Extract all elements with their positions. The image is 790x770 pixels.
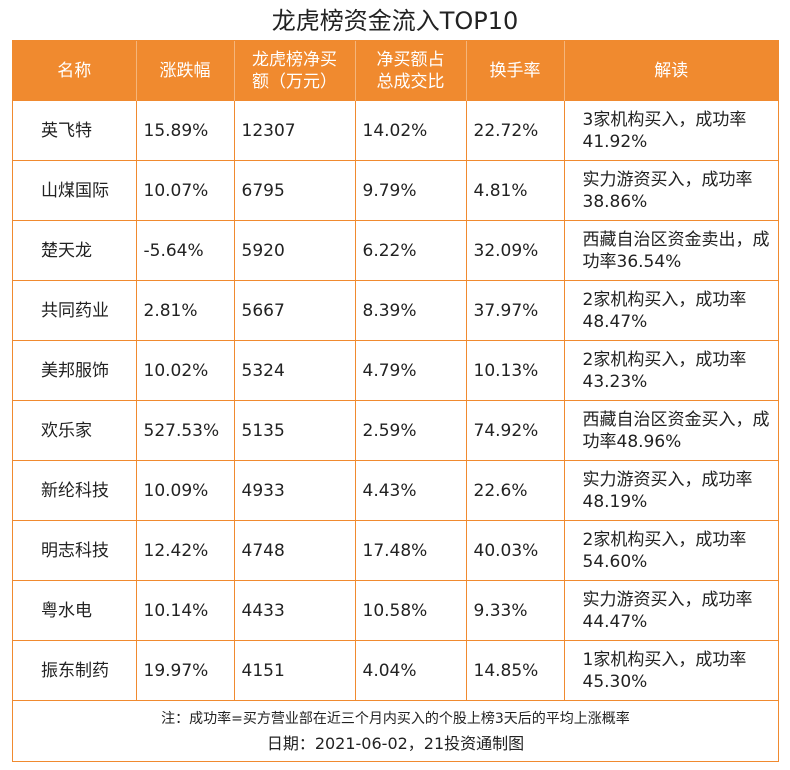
cell-net-ratio: 4.79% [355, 340, 467, 401]
cell-turnover: 4.81% [466, 160, 565, 221]
cell-name: 粤水电 [13, 580, 137, 641]
cell-net-buy: 4151 [234, 640, 356, 701]
table-row: 楚天龙 -5.64% 5920 6.22% 32.09% 西藏自治区资金卖出，成功率36.… [13, 220, 778, 281]
cell-analysis: 1家机构买入，成功率45.30% [564, 640, 778, 701]
cell-net-buy: 5135 [234, 400, 356, 461]
cell-analysis: 3家机构买入，成功率41.92% [564, 101, 778, 161]
table-row: 山煤国际 10.07% 6795 9.79% 4.81% 实力游资买入，成功率38.86% [13, 160, 778, 221]
cell-name: 楚天龙 [13, 220, 137, 281]
cell-name: 欢乐家 [13, 400, 137, 461]
cell-turnover: 37.97% [466, 280, 565, 341]
header-change: 涨跌幅 [136, 41, 235, 101]
cell-analysis: 实力游资买入，成功率38.86% [564, 160, 778, 221]
header-name: 名称 [13, 41, 137, 101]
table-row: 美邦服饰 10.02% 5324 4.79% 10.13% 2家机构买入，成功率43.23… [13, 340, 778, 401]
table-container: 名称 涨跌幅 龙虎榜净买额（万元） 净买额占总成交比 换手率 解读 英飞特 15.… [12, 40, 779, 762]
cell-change: 19.97% [136, 640, 235, 701]
page-title: 龙虎榜资金流入TOP10 [271, 7, 519, 35]
cell-change: 527.53% [136, 400, 235, 461]
cell-net-ratio: 14.02% [355, 101, 467, 161]
header-net-ratio: 净买额占总成交比 [355, 41, 467, 101]
footnote: 注：成功率=买方营业部在近三个月内买入的个股上榜3天后的平均上涨概率 [161, 711, 630, 727]
cell-net-ratio: 4.04% [355, 640, 467, 701]
cell-name: 振东制药 [13, 640, 137, 701]
cell-turnover: 22.72% [466, 101, 565, 161]
header-analysis: 解读 [564, 41, 778, 101]
cell-change: 2.81% [136, 280, 235, 341]
cell-analysis: 西藏自治区资金卖出，成功率36.54% [564, 220, 778, 281]
cell-net-buy: 5667 [234, 280, 356, 341]
cell-net-buy: 6795 [234, 160, 356, 221]
cell-turnover: 22.6% [466, 460, 565, 521]
cell-turnover: 9.33% [466, 580, 565, 641]
cell-net-ratio: 17.48% [355, 520, 467, 581]
date-source: 日期：2021-06-02，21投资通制图 [266, 734, 525, 753]
cell-name: 美邦服饰 [13, 340, 137, 401]
table-row: 振东制药 19.97% 4151 4.04% 14.85% 1家机构买入，成功率45.30… [13, 640, 778, 701]
cell-change: 10.09% [136, 460, 235, 521]
cell-net-ratio: 4.43% [355, 460, 467, 521]
cell-turnover: 10.13% [466, 340, 565, 401]
cell-net-ratio: 9.79% [355, 160, 467, 221]
cell-change: 12.42% [136, 520, 235, 581]
cell-change: -5.64% [136, 220, 235, 281]
cell-name: 共同药业 [13, 280, 137, 341]
cell-analysis: 2家机构买入，成功率54.60% [564, 520, 778, 581]
data-table: 名称 涨跌幅 龙虎榜净买额（万元） 净买额占总成交比 换手率 解读 英飞特 15.… [13, 41, 778, 701]
cell-name: 明志科技 [13, 520, 137, 581]
header-net-buy: 龙虎榜净买额（万元） [234, 41, 356, 101]
cell-analysis: 2家机构买入，成功率43.23% [564, 340, 778, 401]
cell-net-ratio: 6.22% [355, 220, 467, 281]
cell-name: 山煤国际 [13, 160, 137, 221]
cell-net-ratio: 10.58% [355, 580, 467, 641]
cell-net-ratio: 2.59% [355, 400, 467, 461]
cell-analysis: 西藏自治区资金买入，成功率48.96% [564, 400, 778, 461]
cell-change: 15.89% [136, 101, 235, 161]
table-row: 英飞特 15.89% 12307 14.02% 22.72% 3家机构买入，成功率41.9… [13, 101, 778, 161]
cell-net-buy: 5324 [234, 340, 356, 401]
table-row: 新纶科技 10.09% 4933 4.43% 22.6% 实力游资买入，成功率48.19% [13, 460, 778, 521]
cell-turnover: 32.09% [466, 220, 565, 281]
cell-analysis: 实力游资买入，成功率44.47% [564, 580, 778, 641]
cell-analysis: 2家机构买入，成功率48.47% [564, 280, 778, 341]
cell-net-buy: 12307 [234, 101, 356, 161]
header-turnover: 换手率 [466, 41, 565, 101]
cell-turnover: 74.92% [466, 400, 565, 461]
table-row: 共同药业 2.81% 5667 8.39% 37.97% 2家机构买入，成功率48.47% [13, 280, 778, 341]
table-row: 粤水电 10.14% 4433 10.58% 9.33% 实力游资买入，成功率44.47% [13, 580, 778, 641]
cell-change: 10.14% [136, 580, 235, 641]
cell-analysis: 实力游资买入，成功率48.19% [564, 460, 778, 521]
cell-net-buy: 4433 [234, 580, 356, 641]
cell-turnover: 40.03% [466, 520, 565, 581]
cell-net-buy: 4748 [234, 520, 356, 581]
cell-change: 10.07% [136, 160, 235, 221]
table-row: 明志科技 12.42% 4748 17.48% 40.03% 2家机构买入，成功率54.6… [13, 520, 778, 581]
cell-turnover: 14.85% [466, 640, 565, 701]
cell-net-ratio: 8.39% [355, 280, 467, 341]
cell-name: 新纶科技 [13, 460, 137, 521]
cell-net-buy: 4933 [234, 460, 356, 521]
table-row: 欢乐家 527.53% 5135 2.59% 74.92% 西藏自治区资金买入，成功率48… [13, 400, 778, 461]
cell-net-buy: 5920 [234, 220, 356, 281]
table-header-row: 名称 涨跌幅 龙虎榜净买额（万元） 净买额占总成交比 换手率 解读 [13, 41, 778, 101]
cell-change: 10.02% [136, 340, 235, 401]
cell-name: 英飞特 [13, 101, 137, 161]
